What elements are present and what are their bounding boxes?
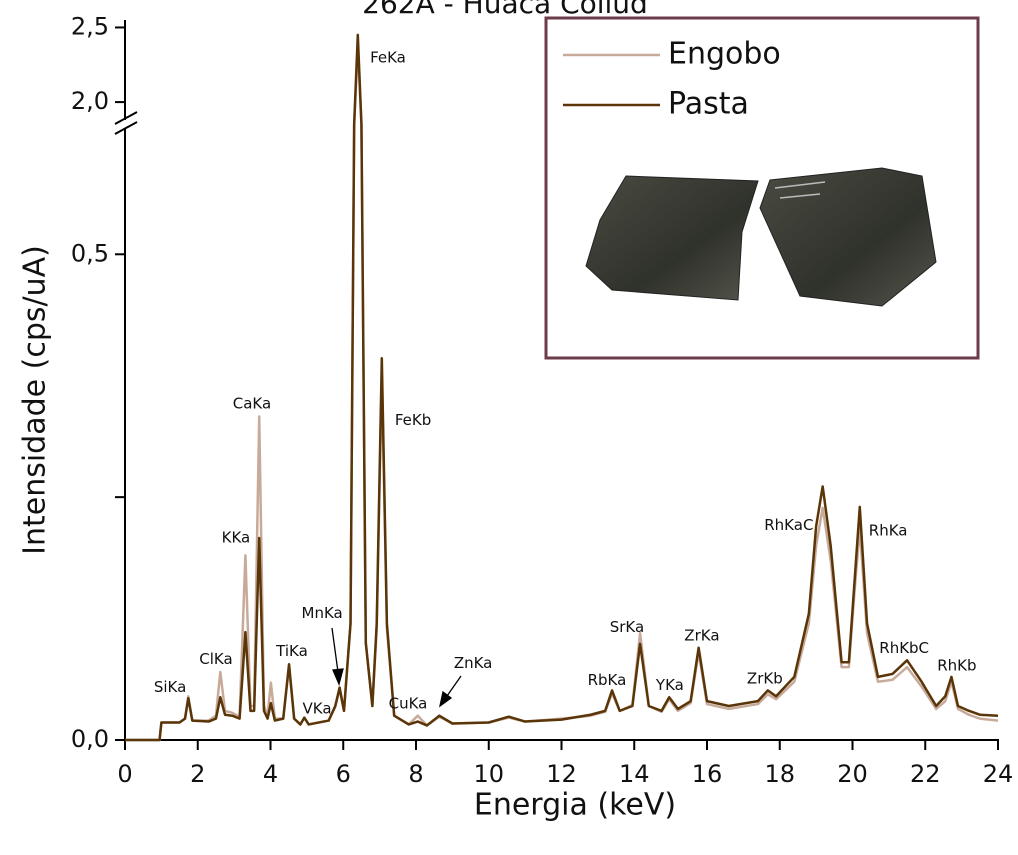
annotation-arrows <box>331 627 462 708</box>
chart-title: 262A - Huaca Collud <box>362 0 648 20</box>
x-tick-label: 22 <box>910 760 941 788</box>
peak-label: VKa <box>303 699 332 717</box>
peak-label: KKa <box>222 528 251 546</box>
x-tick-label: 20 <box>837 760 868 788</box>
x-tick-label: 12 <box>546 760 577 788</box>
x-tick-label: 16 <box>692 760 723 788</box>
peak-label: TiKa <box>275 642 308 660</box>
x-tick-label: 24 <box>983 760 1014 788</box>
peak-label: SrKa <box>610 618 644 636</box>
y-tick-label: 0,5 <box>71 239 109 267</box>
peak-label: RbKa <box>588 671 627 689</box>
peak-label: ZnKa <box>454 654 493 672</box>
sample-photo <box>585 167 937 307</box>
x-tick-label: 0 <box>117 760 132 788</box>
y-tick-label: 2,5 <box>71 12 109 40</box>
peak-label: SiKa <box>154 678 186 696</box>
x-tick-label: 18 <box>764 760 795 788</box>
peak-label: CuKa <box>389 695 428 713</box>
legend-label: Engobo <box>668 37 781 72</box>
peak-label: CaKa <box>233 394 271 412</box>
peak-label: FeKa <box>370 49 406 67</box>
peak-label: YKa <box>655 676 684 694</box>
peak-label: RhKb <box>937 657 976 675</box>
x-tick-label: 2 <box>190 760 205 788</box>
x-tick-label: 6 <box>336 760 351 788</box>
y-tick-label: 2,0 <box>71 87 109 115</box>
peak-label: RhKaC <box>764 516 813 534</box>
y-tick-label: 0,0 <box>71 725 109 753</box>
peak-label: FeKb <box>395 411 431 429</box>
spectrum-line <box>125 33 999 742</box>
x-tick-label: 8 <box>408 760 423 788</box>
peak-label: MnKa <box>302 604 343 622</box>
peak-label: ZrKa <box>684 627 719 645</box>
legend-label: Pasta <box>668 87 749 122</box>
peak-label: RhKbC <box>879 639 929 657</box>
x-axis-label: Energia (keV) <box>474 788 676 823</box>
x-tick-label: 10 <box>473 760 504 788</box>
peak-label: ZrKb <box>747 669 783 687</box>
x-tick-label: 14 <box>619 760 650 788</box>
x-tick-label: 4 <box>263 760 278 788</box>
peak-label: RhKa <box>869 522 908 540</box>
y-axis-label: Intensidade (cps/uA) <box>18 245 53 555</box>
peak-label: ClKa <box>199 650 232 668</box>
